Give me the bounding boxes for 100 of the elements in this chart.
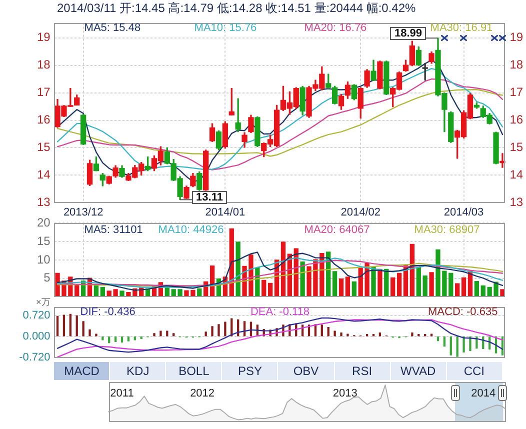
bar bbox=[56, 316, 59, 336]
series-label: DEA: -0.118 bbox=[250, 306, 310, 318]
bar bbox=[462, 336, 465, 352]
bar bbox=[474, 281, 480, 297]
bar bbox=[346, 334, 349, 336]
bar bbox=[69, 314, 72, 336]
y2-tick-label: 18 bbox=[510, 58, 524, 72]
bar bbox=[211, 326, 214, 336]
bar bbox=[345, 276, 350, 297]
chart-title: 2014/03/11 开:14.45 高:14.79 低:14.28 收:14.51 量:20444 幅:0.42% bbox=[57, 0, 416, 16]
y-tick-label: 15 bbox=[36, 234, 51, 248]
bar bbox=[127, 336, 130, 342]
annotation: 13.11 bbox=[196, 192, 223, 204]
bar bbox=[352, 281, 356, 297]
tab[interactable]: WVAD bbox=[390, 362, 447, 380]
y-tick-label: 17 bbox=[36, 85, 51, 100]
bar bbox=[224, 322, 226, 336]
bar bbox=[456, 336, 458, 357]
bar bbox=[455, 283, 460, 297]
bar bbox=[153, 333, 156, 336]
y-tick-label: 0.720 bbox=[22, 309, 50, 322]
y2-tick-label: 15 bbox=[510, 140, 524, 154]
bar bbox=[396, 272, 402, 297]
bar bbox=[255, 267, 260, 297]
y-tick-label: 5 bbox=[44, 270, 51, 285]
tab[interactable]: OBV bbox=[278, 362, 335, 380]
y-tick-label: -0.720 bbox=[19, 351, 50, 364]
y2-tick-label: 16 bbox=[510, 112, 524, 127]
bar bbox=[429, 272, 434, 297]
tab[interactable]: RSI bbox=[334, 362, 391, 380]
bar bbox=[327, 327, 330, 336]
x-tick-label: 2013 bbox=[332, 387, 358, 400]
text: MA20: 64067 bbox=[304, 224, 370, 236]
y-tick-label: 18 bbox=[36, 58, 51, 72]
bar bbox=[443, 336, 446, 347]
bar bbox=[461, 277, 466, 297]
bar bbox=[422, 275, 428, 297]
bar bbox=[88, 329, 91, 336]
y-tick-label: 20 bbox=[36, 216, 51, 230]
series-label: DIF: -0.436 bbox=[80, 306, 136, 318]
text: MA5: 31101 bbox=[84, 224, 143, 236]
bar bbox=[338, 278, 344, 297]
y2-tick-label: 19 bbox=[510, 30, 524, 44]
tab[interactable]: CCI bbox=[446, 362, 503, 380]
bar bbox=[160, 330, 162, 336]
x-tick-label: 2014/01 bbox=[205, 206, 246, 218]
x-tick-label: 2013/12 bbox=[63, 206, 104, 218]
bar bbox=[416, 267, 421, 297]
y-tick-label: 14 bbox=[36, 168, 51, 182]
bar bbox=[300, 262, 305, 297]
tab[interactable]: PSY bbox=[222, 362, 278, 380]
bar bbox=[120, 336, 124, 343]
bar bbox=[436, 336, 440, 342]
bar bbox=[62, 314, 66, 336]
x-tick-label: 2014 bbox=[471, 387, 496, 400]
text: MA10: 44926 bbox=[158, 224, 224, 236]
y2-tick-label: 13 bbox=[510, 195, 524, 210]
bar bbox=[76, 315, 78, 336]
bar bbox=[108, 336, 110, 344]
tab[interactable]: KDJ bbox=[110, 362, 166, 380]
bar bbox=[371, 267, 376, 297]
annotation: 18.99 bbox=[394, 28, 422, 40]
bar bbox=[262, 280, 266, 297]
y-tick-label: 19 bbox=[36, 30, 51, 44]
text: MA30: 16.91 bbox=[430, 22, 493, 34]
y2-tick-label: 14 bbox=[510, 168, 524, 182]
bar bbox=[320, 324, 323, 336]
bar bbox=[332, 271, 338, 297]
bar bbox=[469, 336, 472, 352]
bar bbox=[430, 334, 433, 336]
bar bbox=[120, 290, 124, 297]
tab[interactable]: BOLL bbox=[166, 362, 222, 380]
y-axis-title: ×万 bbox=[36, 297, 50, 307]
bar bbox=[82, 321, 84, 336]
bar bbox=[218, 324, 220, 336]
text: MA20: 16.76 bbox=[304, 22, 367, 34]
y-tick-label: 15 bbox=[36, 140, 51, 154]
bar bbox=[114, 336, 117, 342]
bar bbox=[268, 282, 273, 297]
series-label: MACD: -0.635 bbox=[428, 306, 498, 318]
bar bbox=[204, 332, 207, 336]
bar bbox=[95, 334, 98, 336]
y2-tick-label: 17 bbox=[510, 85, 524, 100]
x-tick-label: 2014/02 bbox=[340, 206, 380, 218]
x-tick-label: 2014/03 bbox=[444, 206, 484, 218]
bar bbox=[334, 330, 336, 336]
x-tick-label: 2011 bbox=[110, 387, 134, 400]
x-tick-label: 2012 bbox=[190, 387, 215, 400]
text: MA10: 15.76 bbox=[194, 22, 257, 34]
y-tick-label: 0.000 bbox=[22, 330, 50, 342]
y-tick-label: 10 bbox=[36, 252, 51, 266]
bar bbox=[450, 336, 452, 356]
bar bbox=[411, 332, 414, 336]
text: MA30: 68907 bbox=[414, 224, 480, 236]
tab[interactable]: MACD bbox=[54, 362, 110, 380]
bar bbox=[140, 336, 142, 340]
y-tick-label: 16 bbox=[36, 112, 51, 127]
text: MA5: 15.48 bbox=[84, 22, 141, 34]
y-tick-label: 13 bbox=[36, 195, 51, 210]
bar bbox=[378, 268, 382, 297]
